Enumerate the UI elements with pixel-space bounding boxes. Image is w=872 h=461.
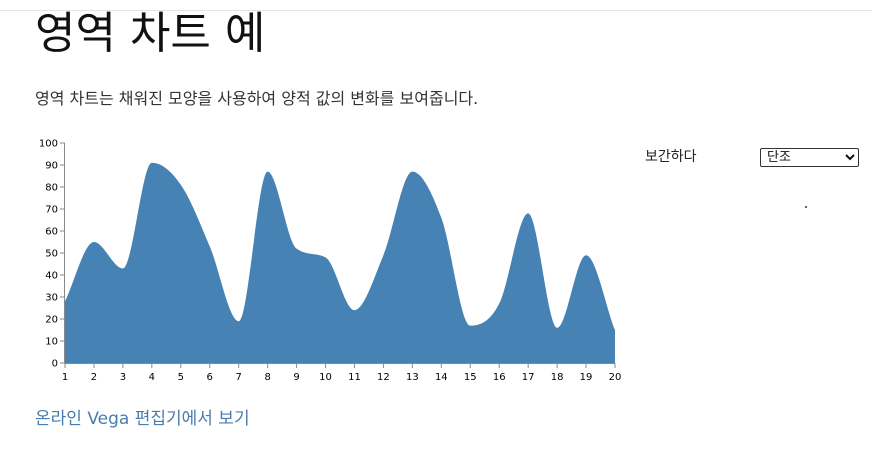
plot-area xyxy=(65,162,615,363)
x-tick-label: 20 xyxy=(609,372,622,383)
x-tick-label: 3 xyxy=(120,372,126,383)
x-tick-label: 19 xyxy=(580,372,593,383)
x-tick-label: 8 xyxy=(264,372,270,383)
x-tick-label: 18 xyxy=(551,372,564,383)
x-tick-label: 5 xyxy=(178,372,184,383)
x-tick-label: 9 xyxy=(293,372,299,383)
page-title: 영역 차트 예 xyxy=(35,8,266,59)
y-tick-label: 30 xyxy=(45,293,58,304)
x-tick-label: 14 xyxy=(435,372,448,383)
dot-mark xyxy=(805,206,807,208)
y-tick-label: 10 xyxy=(45,337,58,348)
y-tick-label: 20 xyxy=(45,315,58,326)
x-tick-label: 16 xyxy=(493,372,506,383)
interpolate-label: 보간하다 xyxy=(645,149,697,165)
y-tick-label: 0 xyxy=(52,359,58,370)
y-axis: 0 10 20 30 40 50 60 70 80 90 100 xyxy=(39,139,65,370)
area-series xyxy=(65,162,615,363)
x-tick-label: 13 xyxy=(406,372,419,383)
x-tick-label: 7 xyxy=(235,372,241,383)
x-tick-label: 4 xyxy=(149,372,155,383)
top-divider xyxy=(0,10,872,11)
x-tick-label: 1 xyxy=(62,372,68,383)
y-tick-label: 40 xyxy=(45,271,58,282)
x-tick-label: 2 xyxy=(91,372,97,383)
x-axis: 1 2 3 4 5 6 7 8 9 10 11 12 13 14 15 16 17 18 19 20 xyxy=(62,363,622,383)
y-tick-label: 80 xyxy=(45,183,58,194)
x-tick-label: 6 xyxy=(207,372,213,383)
y-tick-label: 100 xyxy=(39,139,58,150)
interpolate-select[interactable]: 단조 xyxy=(760,148,859,167)
y-tick-label: 50 xyxy=(45,249,58,260)
open-in-vega-editor-link[interactable]: 온라인 Vega 편집기에서 보기 xyxy=(35,409,250,429)
y-tick-label: 90 xyxy=(45,161,58,172)
page-description: 영역 차트는 채워진 모양을 사용하여 양적 값의 변화를 보여줍니다. xyxy=(35,89,479,108)
y-tick-label: 70 xyxy=(45,205,58,216)
y-tick-label: 60 xyxy=(45,227,58,238)
x-tick-label: 10 xyxy=(319,372,332,383)
x-tick-label: 11 xyxy=(348,372,361,383)
x-tick-label: 12 xyxy=(377,372,390,383)
x-tick-label: 15 xyxy=(464,372,477,383)
x-tick-label: 17 xyxy=(522,372,535,383)
